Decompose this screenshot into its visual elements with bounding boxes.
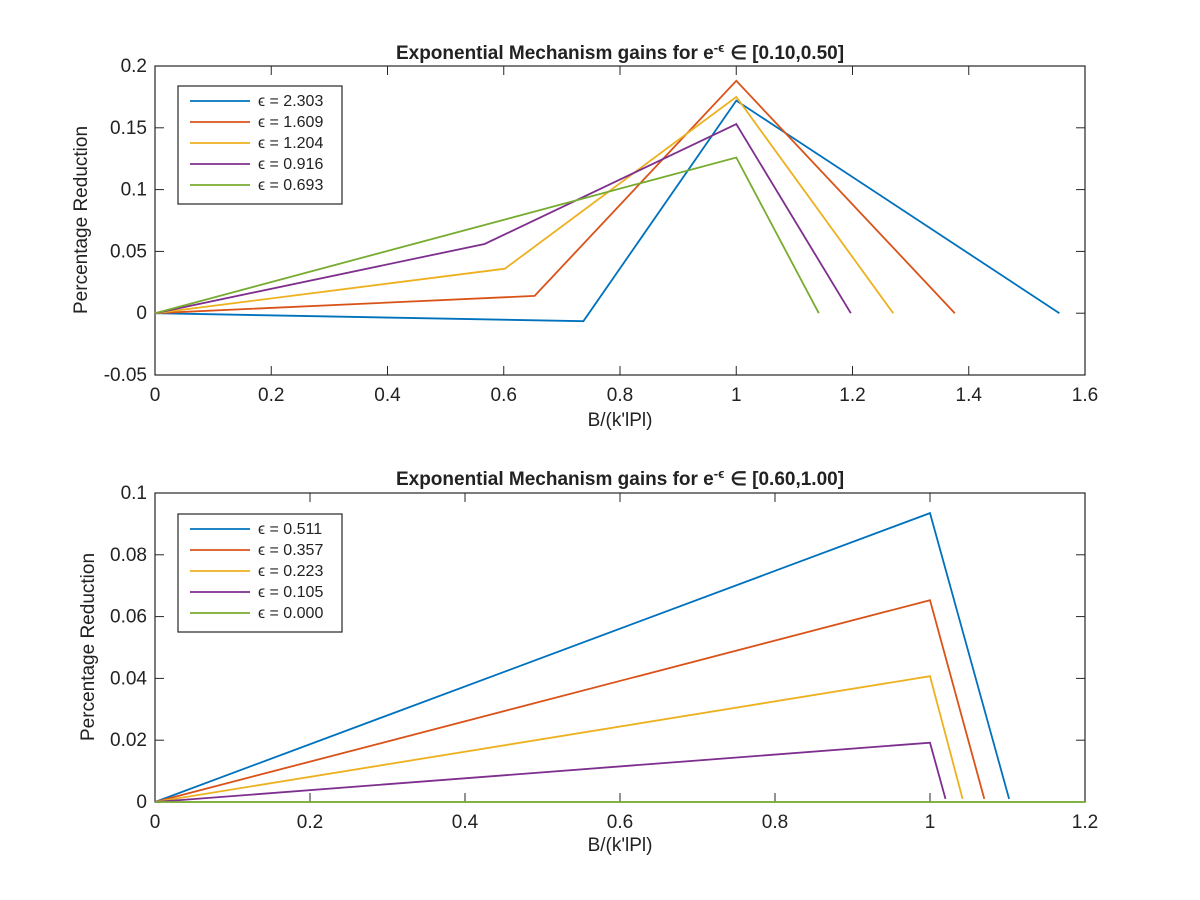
top-chart-y-tick-label: 0.1: [121, 180, 147, 201]
bottom-chart-y-tick-label: 0.04: [110, 668, 147, 689]
bottom-chart-legend: ϵ = 0.511 ϵ = 0.357 ϵ = 0.223 ϵ = 0.105 ϵ = …: [177, 513, 343, 633]
top-chart-x-tick-label: 0.4: [374, 385, 401, 406]
bottom-chart-legend-label: ϵ = 0.511: [258, 521, 322, 538]
top-chart-series-line-4: [154, 122, 852, 315]
top-chart-title: Exponential Mechanism gains for e-ϵ ∈ [0.…: [396, 40, 844, 65]
bottom-chart-x-axis-label: B/(k'lPl): [588, 835, 653, 856]
top-chart-y-tick-label: 0.2: [121, 56, 147, 77]
top-chart-x-axis-label: B/(k'lPl): [588, 410, 653, 431]
bottom-chart-x-tick-label: 0.8: [762, 812, 788, 833]
bottom-chart-legend-label: ϵ = 0.223: [258, 563, 323, 580]
top-chart-series-line-5: [154, 156, 820, 315]
top-chart-series-line-1: [154, 99, 1060, 323]
bottom-chart-x-tick-label: 0.2: [297, 812, 323, 833]
top-chart-x-tick-label: 1.6: [1072, 385, 1098, 406]
bottom-chart-series-line-1: [154, 511, 1010, 803]
bottom-chart-series-line-3: [154, 675, 964, 803]
bottom-chart-y-tick-label: 0.02: [110, 730, 147, 751]
bottom-chart-x-tick-label: 1: [925, 812, 936, 833]
top-chart: Exponential Mechanism gains for e-ϵ ∈ [0.…: [71, 40, 1098, 432]
bottom-chart-legend-label: ϵ = 0.357: [258, 542, 323, 559]
top-chart-x-tick-label: 1.2: [839, 385, 865, 406]
bottom-chart-y-tick-label: 0: [136, 792, 147, 813]
top-chart-y-axis-label: Percentage Reduction: [71, 126, 92, 314]
bottom-chart-x-tick-label: 0.4: [452, 812, 479, 833]
top-chart-x-tick-label: 0.8: [607, 385, 633, 406]
bottom-chart-series-line-2: [154, 599, 986, 803]
top-chart-x-tick-label: 0.6: [491, 385, 517, 406]
bottom-chart-series-line-4: [154, 741, 947, 803]
top-chart-y-tick-label: -0.05: [104, 365, 147, 386]
bottom-chart-y-tick-label: 0.06: [110, 607, 147, 628]
top-chart-y-tick-label: 0: [136, 303, 147, 324]
bottom-chart-title: Exponential Mechanism gains for e-ϵ ∈ [0.…: [396, 466, 844, 491]
bottom-chart-legend-label: ϵ = 0.105: [258, 584, 323, 601]
bottom-chart-legend-label: ϵ = 0.000: [258, 605, 323, 622]
bottom-chart-y-tick-label: 0.1: [121, 483, 147, 504]
top-chart-series-line-3: [154, 95, 894, 315]
top-chart-legend-label: ϵ = 1.204: [258, 135, 323, 152]
top-chart-legend-label: ϵ = 2.303: [258, 93, 323, 110]
top-chart-x-tick-label: 1: [731, 385, 742, 406]
top-chart-y-tick-label: 0.15: [110, 118, 147, 139]
bottom-chart-y-tick-label: 0.08: [110, 545, 147, 566]
top-chart-legend: ϵ = 2.303 ϵ = 1.609 ϵ = 1.204 ϵ = 0.916 ϵ = …: [177, 85, 343, 205]
top-chart-x-tick-label: 0.2: [258, 385, 284, 406]
top-chart-x-tick-label: 0: [150, 385, 161, 406]
top-chart-legend-label: ϵ = 0.693: [258, 177, 323, 194]
bottom-chart-y-axis-label: Percentage Reduction: [78, 553, 99, 741]
top-chart-legend-label: ϵ = 1.609: [258, 114, 323, 131]
top-chart-series-line-2: [154, 79, 956, 315]
bottom-chart: Exponential Mechanism gains for e-ϵ ∈ [0.…: [78, 466, 1098, 857]
bottom-chart-x-tick-label: 0.6: [607, 812, 633, 833]
top-chart-legend-label: ϵ = 0.916: [258, 156, 323, 173]
top-chart-x-tick-label: 1.4: [956, 385, 983, 406]
top-chart-y-tick-label: 0.05: [110, 241, 147, 262]
bottom-chart-x-tick-label: 0: [150, 812, 161, 833]
bottom-chart-x-tick-label: 1.2: [1072, 812, 1098, 833]
